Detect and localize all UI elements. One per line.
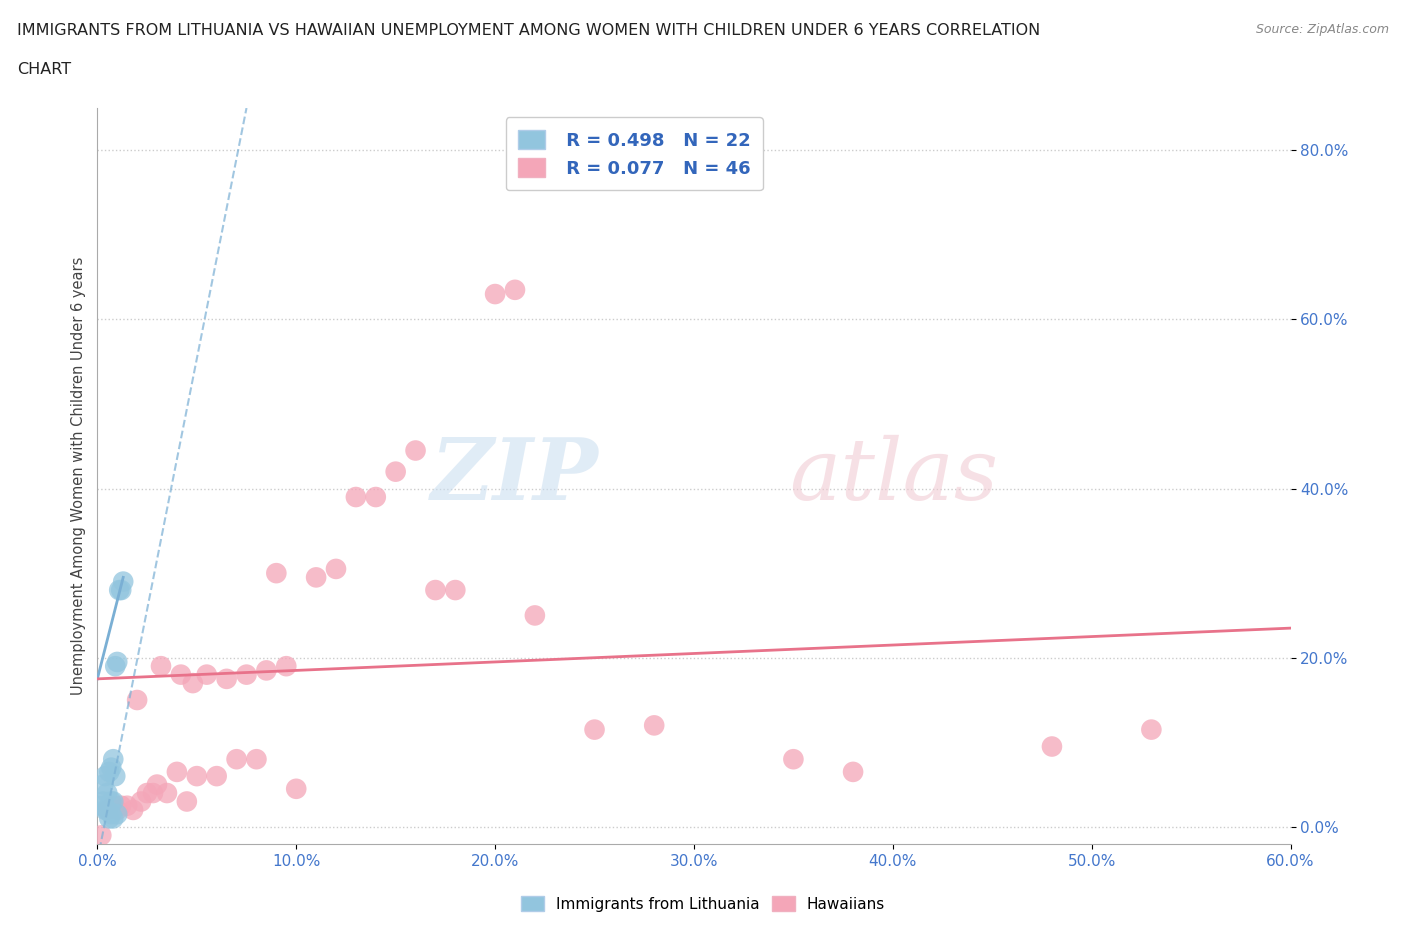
Legend:  R = 0.498   N = 22,  R = 0.077   N = 46: R = 0.498 N = 22, R = 0.077 N = 46	[506, 117, 763, 191]
Text: ZIP: ZIP	[430, 434, 599, 518]
Point	[110, 582, 132, 597]
Point	[100, 794, 122, 809]
Point	[364, 489, 387, 504]
Point	[842, 764, 865, 779]
Point	[170, 667, 193, 682]
Point	[225, 751, 247, 766]
Point	[166, 764, 188, 779]
Legend: Immigrants from Lithuania, Hawaiians: Immigrants from Lithuania, Hawaiians	[515, 889, 891, 918]
Point	[104, 658, 127, 673]
Text: Source: ZipAtlas.com: Source: ZipAtlas.com	[1256, 23, 1389, 36]
Point	[91, 794, 114, 809]
Point	[127, 693, 149, 708]
Point	[142, 786, 165, 801]
Point	[344, 489, 367, 504]
Point	[98, 811, 121, 826]
Point	[285, 781, 308, 796]
Point	[205, 769, 228, 784]
Point	[384, 464, 406, 479]
Text: IMMIGRANTS FROM LITHUANIA VS HAWAIIAN UNEMPLOYMENT AMONG WOMEN WITH CHILDREN UND: IMMIGRANTS FROM LITHUANIA VS HAWAIIAN UN…	[17, 23, 1040, 38]
Point	[90, 828, 112, 843]
Point	[146, 777, 169, 792]
Point	[150, 658, 173, 673]
Point	[195, 667, 218, 682]
Point	[444, 582, 467, 597]
Point	[503, 283, 526, 298]
Point	[103, 751, 125, 766]
Point	[105, 803, 128, 817]
Point	[176, 794, 198, 809]
Point	[405, 443, 427, 458]
Point	[1140, 723, 1163, 737]
Point	[112, 574, 135, 589]
Point	[305, 570, 328, 585]
Point	[425, 582, 447, 597]
Point	[110, 798, 132, 813]
Point	[523, 608, 546, 623]
Point	[129, 794, 152, 809]
Point	[105, 806, 128, 821]
Point	[94, 803, 117, 817]
Point	[94, 769, 117, 784]
Point	[325, 562, 347, 577]
Point	[91, 777, 114, 792]
Point	[583, 723, 606, 737]
Point	[276, 658, 298, 673]
Point	[245, 751, 267, 766]
Point	[105, 655, 128, 670]
Point	[103, 798, 125, 813]
Y-axis label: Unemployment Among Women with Children Under 6 years: Unemployment Among Women with Children U…	[72, 257, 86, 695]
Point	[215, 671, 238, 686]
Point	[136, 786, 159, 801]
Point	[100, 760, 122, 775]
Point	[96, 786, 118, 801]
Point	[103, 811, 125, 826]
Point	[96, 803, 118, 817]
Point	[122, 803, 145, 817]
Point	[1040, 739, 1063, 754]
Point	[98, 764, 121, 779]
Point	[782, 751, 804, 766]
Point	[235, 667, 257, 682]
Point	[266, 565, 288, 580]
Point	[643, 718, 665, 733]
Text: CHART: CHART	[17, 62, 70, 77]
Text: atlas: atlas	[789, 434, 998, 517]
Point	[90, 798, 112, 813]
Point	[156, 786, 179, 801]
Point	[186, 769, 208, 784]
Point	[100, 806, 122, 821]
Point	[181, 676, 204, 691]
Point	[484, 286, 506, 301]
Point	[108, 582, 131, 597]
Point	[103, 794, 125, 809]
Point	[96, 803, 118, 817]
Point	[254, 663, 277, 678]
Point	[115, 798, 138, 813]
Point	[104, 769, 127, 784]
